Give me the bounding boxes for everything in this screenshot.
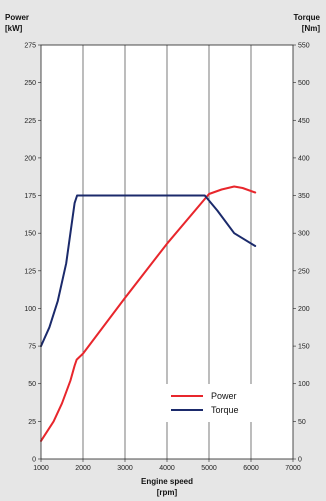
x-tick-label: 4000 [159, 465, 175, 472]
left-y-tick-label: 0 [32, 457, 36, 464]
left-axis-unit: [kW] [5, 24, 23, 33]
left-y-tick-label: 175 [24, 193, 36, 200]
series-layer [40, 185, 257, 442]
x-tick-label: 3000 [117, 465, 133, 472]
right-y-tick-label: 150 [298, 344, 310, 351]
legend-box [166, 384, 256, 422]
x-tick-label: 7000 [285, 465, 301, 472]
right-y-tick-label: 100 [298, 381, 310, 388]
left-y-tick-label: 125 [24, 268, 36, 275]
right-y-tick-label: 50 [298, 419, 306, 426]
left-y-tick-label: 100 [24, 306, 36, 313]
right-y-tick-label: 350 [298, 193, 310, 200]
left-y-tick-label: 275 [24, 43, 36, 50]
right-y-tick-label: 400 [298, 155, 310, 162]
left-y-tick-label: 150 [24, 231, 36, 238]
x-tick-label: 5000 [201, 465, 217, 472]
left-y-tick-label: 75 [28, 344, 36, 351]
right-axis-unit: [Nm] [302, 24, 321, 33]
left-y-tick-label: 250 [24, 80, 36, 87]
left-axis-title: Power [5, 13, 29, 22]
right-y-tick-label: 500 [298, 80, 310, 87]
right-y-tick-label: 450 [298, 118, 310, 125]
series-line-torque [40, 194, 257, 348]
right-y-tick-label: 250 [298, 268, 310, 275]
left-y-tick-label: 50 [28, 381, 36, 388]
legend-label-torque: Torque [211, 405, 239, 415]
x-tick-label: 1000 [33, 465, 49, 472]
legend: Power Torque [166, 384, 256, 422]
right-y-tick-label: 300 [298, 231, 310, 238]
axis-ticks: 1000 2000 3000 4000 5000 6000 7000025507510012… [24, 43, 309, 473]
x-axis-unit: [rpm] [157, 488, 178, 497]
legend-label-power: Power [211, 391, 237, 401]
left-y-tick-label: 225 [24, 118, 36, 125]
x-tick-label: 6000 [243, 465, 259, 472]
right-y-tick-label: 0 [298, 457, 302, 464]
series-line-power [40, 185, 257, 442]
left-y-tick-label: 200 [24, 155, 36, 162]
left-y-tick-label: 25 [28, 419, 36, 426]
right-y-tick-label: 200 [298, 306, 310, 313]
right-axis-title: Torque [293, 13, 320, 22]
right-y-tick-label: 550 [298, 43, 310, 50]
x-axis-title: Engine speed [141, 477, 193, 486]
x-tick-label: 2000 [75, 465, 91, 472]
